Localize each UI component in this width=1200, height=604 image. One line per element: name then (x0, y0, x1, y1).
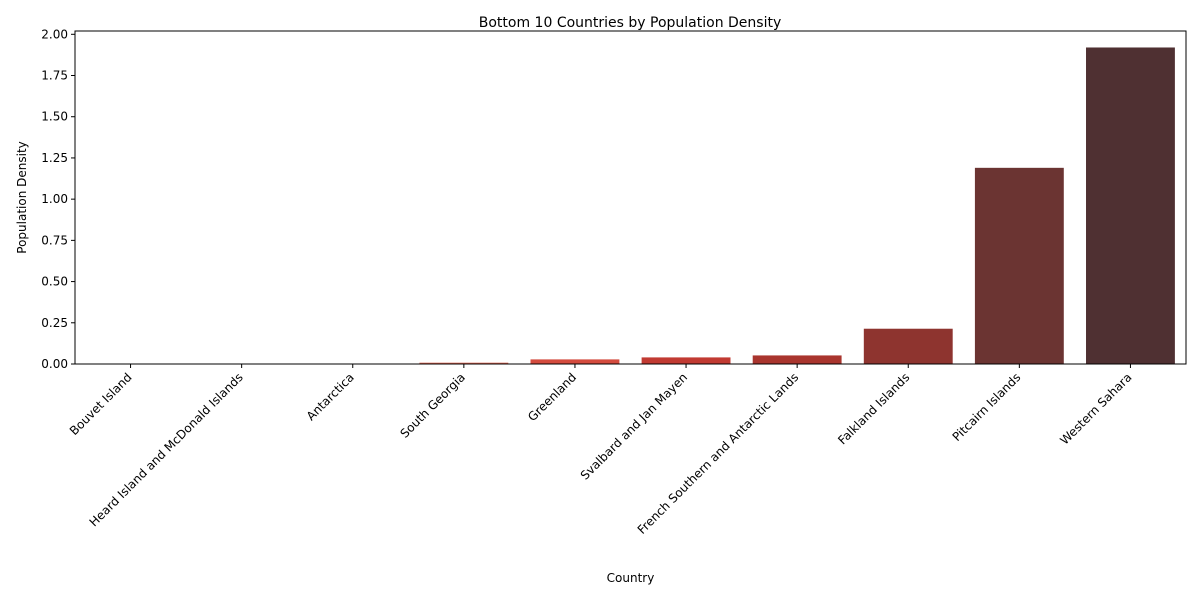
y-tick-label: 1.75 (41, 69, 68, 83)
y-tick-label: 1.25 (41, 151, 68, 165)
bar (752, 355, 842, 364)
x-tick-label: Bouvet Island (67, 370, 135, 438)
x-axis-label: Country (607, 571, 655, 585)
x-tick-label: Falkland Islands (835, 370, 912, 447)
x-tick-label: Greenland (525, 370, 579, 424)
y-tick-label: 0.25 (41, 316, 68, 330)
y-axis-label: Population Density (15, 141, 29, 253)
x-tick-label: Antarctica (304, 370, 357, 423)
bar (530, 359, 620, 364)
bar (1086, 47, 1175, 365)
x-tick-label: Svalbard and Jan Mayen (578, 370, 690, 482)
x-tick-label: Pitcairn Islands (950, 370, 1024, 444)
x-tick-label: Western Sahara (1057, 370, 1134, 447)
plot-frame (74, 30, 1187, 365)
bar (974, 167, 1064, 364)
y-tick-label: 0.75 (41, 233, 68, 247)
bar (641, 357, 731, 364)
y-tick-label: 2.00 (41, 27, 68, 41)
y-axis: 0.00 0.25 0.50 0.75 1.00 1.25 1.50 1.75 2.00 (41, 27, 75, 371)
y-tick-label: 0.00 (41, 357, 68, 371)
bars-group (419, 47, 1175, 365)
y-tick-label: 1.50 (41, 110, 68, 124)
y-tick-label: 0.50 (41, 275, 68, 289)
x-tick-label: South Georgia (397, 370, 468, 441)
y-tick-label: 1.00 (41, 192, 68, 206)
bar (419, 362, 509, 364)
chart-title: Bottom 10 Countries by Population Densit… (479, 15, 782, 31)
bar (863, 328, 953, 364)
